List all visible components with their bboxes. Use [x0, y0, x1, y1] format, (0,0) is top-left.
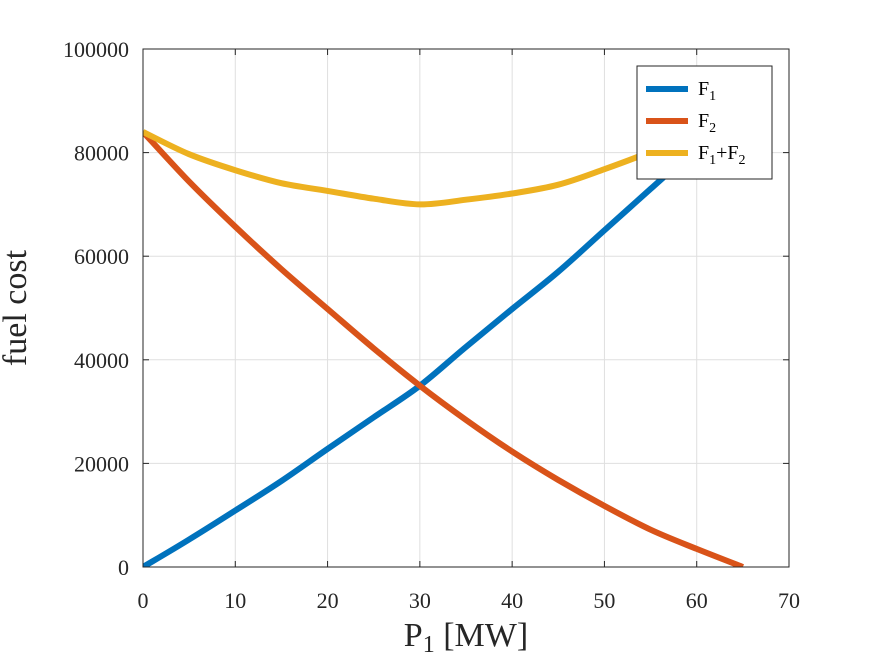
y-tick-label: 20000 [74, 451, 129, 476]
y-tick-label: 40000 [74, 348, 129, 373]
x-axis-title-unit: [MW] [435, 617, 528, 654]
y-axis-title: fuel cost [0, 249, 34, 366]
x-tick-label: 40 [501, 588, 523, 613]
tick-labels: 0 10 20 30 40 50 60 70 0 20000 40000 60000 80000 1000… [63, 37, 800, 613]
x-tick-label: 30 [409, 588, 431, 613]
x-tick-label: 10 [224, 588, 246, 613]
axis-ticks [142, 48, 790, 568]
y-tick-label: 60000 [74, 244, 129, 269]
x-tick-label: 50 [593, 588, 615, 613]
legend-label-3: F1+F2 [698, 142, 746, 168]
x-tick-label: 20 [317, 588, 339, 613]
x-tick-label: 70 [778, 588, 800, 613]
x-axis-title: P1 [MW] [404, 617, 528, 654]
legend-label-1: F1 [698, 78, 716, 104]
x-axis-title-main: P [404, 617, 423, 654]
y-tick-label: 100000 [63, 37, 129, 62]
y-tick-label: 0 [118, 555, 129, 580]
plot-frame [142, 48, 790, 568]
legend: F1 F2 F1+F2 [636, 65, 773, 180]
series-line-1 [143, 101, 745, 567]
y-tick-label: 80000 [74, 141, 129, 166]
legend-label-2: F2 [698, 110, 716, 136]
series-line-2 [143, 129, 744, 567]
x-tick-label: 0 [138, 588, 149, 613]
x-axis-title-sub: 1 [423, 632, 435, 654]
x-tick-label: 60 [686, 588, 708, 613]
